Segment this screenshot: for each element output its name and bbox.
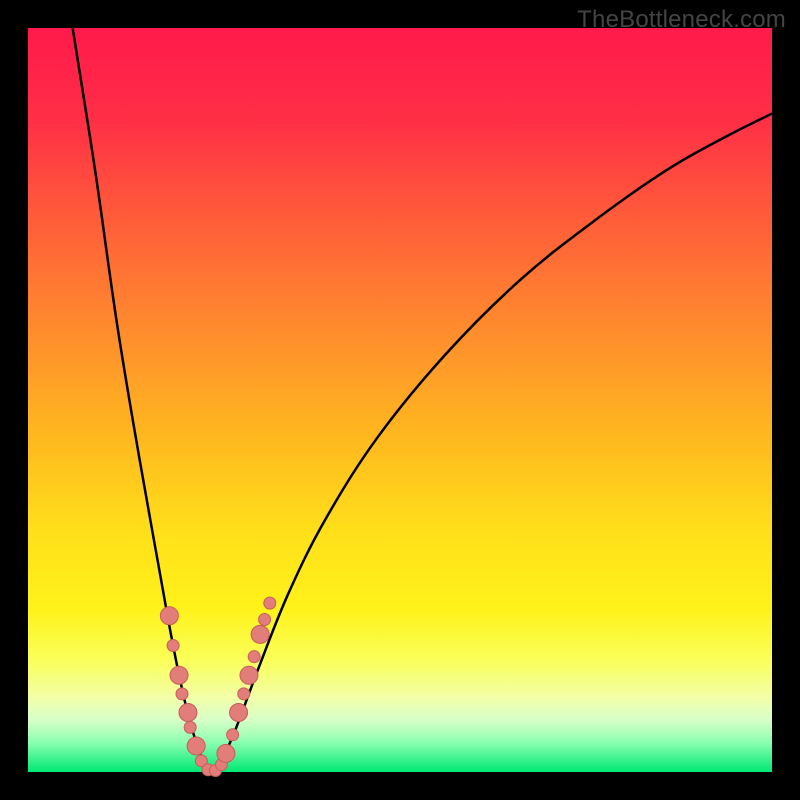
data-point (167, 640, 179, 652)
data-point (230, 703, 248, 721)
data-point (217, 744, 235, 762)
data-point (187, 737, 205, 755)
data-point (264, 597, 276, 609)
data-point (184, 721, 196, 733)
data-point (251, 625, 269, 643)
data-point (259, 613, 271, 625)
bottleneck-chart-svg (0, 0, 800, 800)
watermark-text: TheBottleneck.com (577, 6, 786, 34)
data-point (176, 688, 188, 700)
data-point (240, 666, 258, 684)
chart-container: TheBottleneck.com (0, 0, 800, 800)
data-point (238, 688, 250, 700)
data-point (170, 666, 188, 684)
plot-background (28, 28, 772, 772)
data-point (248, 651, 260, 663)
data-point (179, 703, 197, 721)
data-point (160, 607, 178, 625)
data-point (227, 729, 239, 741)
